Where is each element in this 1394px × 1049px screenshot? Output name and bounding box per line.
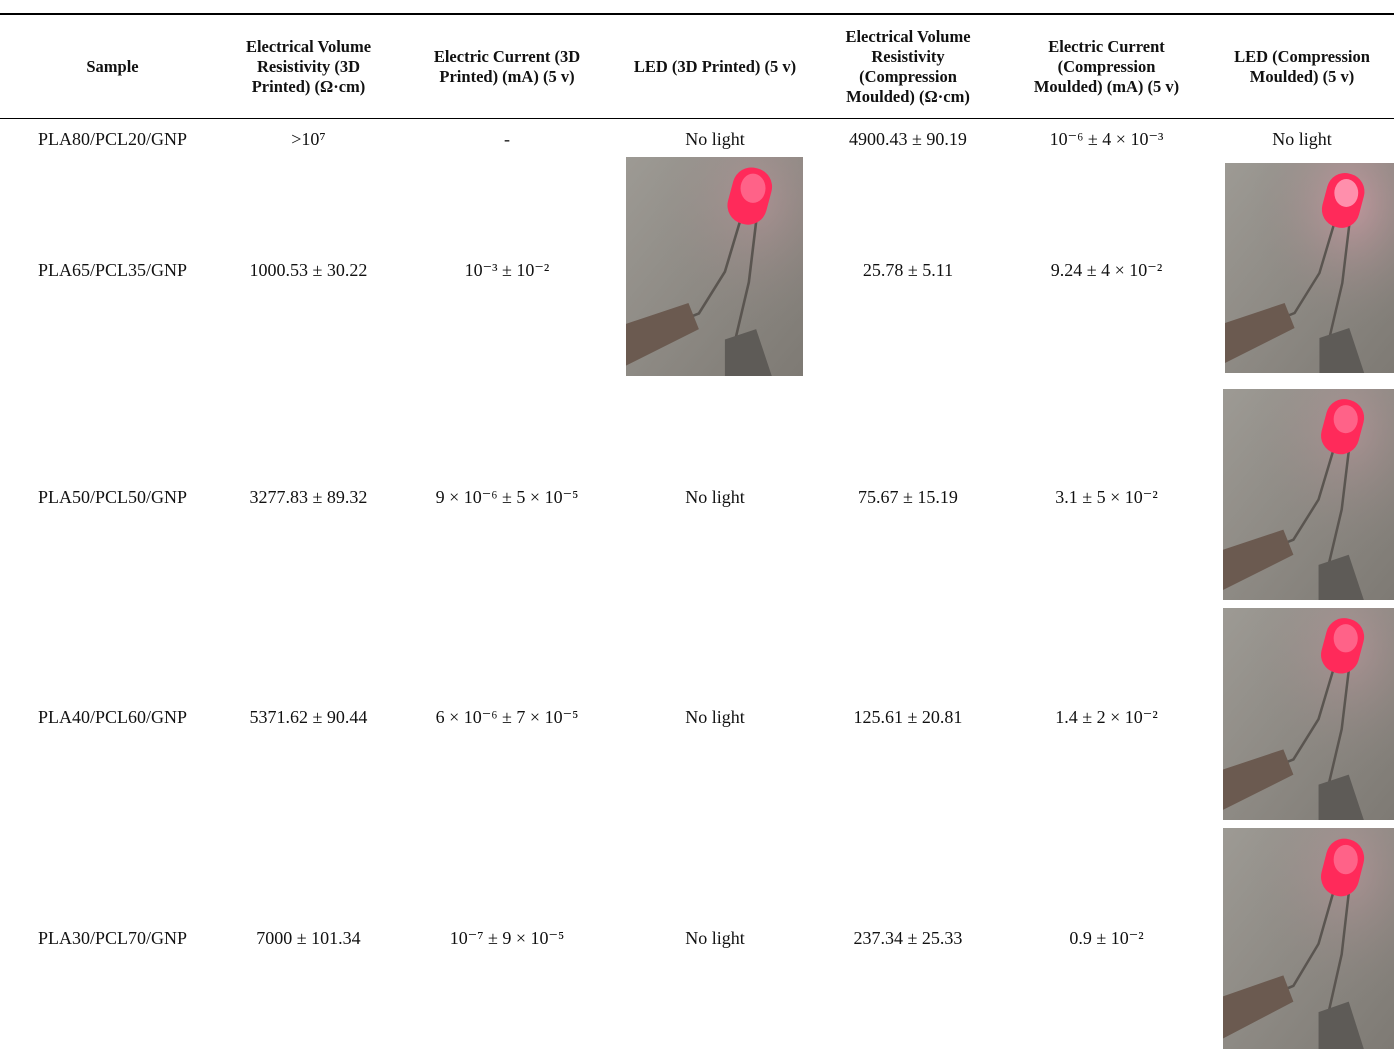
data-cell: 75.67 ± 15.19 (858, 486, 958, 507)
led-photo (1223, 608, 1394, 820)
data-cell: 4900.43 ± 90.19 (849, 128, 967, 149)
data-cell: 3.1 ± 5 × 10⁻² (1055, 486, 1158, 507)
data-cell: 1.4 ± 2 × 10⁻² (1055, 706, 1158, 727)
data-cell: 10⁻⁶ ± 4 × 10⁻³ (1049, 128, 1164, 149)
data-cell: - (504, 128, 510, 149)
header-cell: Sample (86, 57, 139, 76)
header-cell: Electric Current (Compression Moulded) (… (1033, 37, 1180, 96)
row-label: PLA30/PCL70/GNP (37, 927, 188, 948)
row-label: PLA80/PCL20/GNP (37, 128, 188, 149)
data-cell: No light (685, 706, 745, 727)
row-label: PLA65/PCL35/GNP (37, 259, 188, 280)
data-cell: No light (685, 128, 745, 149)
data-cell: 5371.62 ± 90.44 (249, 706, 368, 727)
row-label: PLA40/PCL60/GNP (37, 706, 188, 727)
header-rule (0, 118, 1394, 119)
led-photo (626, 157, 803, 376)
header-cell: Electric Current (3D Printed) (mA) (5 v) (433, 47, 581, 86)
data-cell: 25.78 ± 5.11 (862, 259, 954, 280)
data-cell: 9 × 10⁻⁶ ± 5 × 10⁻⁵ (435, 486, 579, 507)
led-photo (1223, 389, 1394, 600)
data-cell: 1000.53 ± 30.22 (249, 259, 368, 280)
data-cell: 125.61 ± 20.81 (853, 706, 963, 727)
data-cell: 7000 ± 101.34 (256, 927, 361, 948)
header-cell: Electrical Volume Resistivity (3D Printe… (245, 37, 372, 96)
data-cell: 10⁻⁷ ± 9 × 10⁻⁵ (449, 927, 565, 948)
row-label: PLA50/PCL50/GNP (37, 486, 188, 507)
data-cell: >10⁷ (291, 128, 326, 149)
top-rule (0, 13, 1394, 15)
data-cell: 9.24 ± 4 × 10⁻² (1050, 259, 1163, 280)
header-cell: LED (3D Printed) (5 v) (633, 57, 797, 76)
data-cell: 6 × 10⁻⁶ ± 7 × 10⁻⁵ (435, 706, 579, 727)
header-cell: LED (Compression Moulded) (5 v) (1234, 47, 1370, 86)
led-photo (1225, 163, 1394, 373)
data-cell: No light (685, 927, 745, 948)
data-cell: 237.34 ± 25.33 (853, 927, 963, 948)
data-cell: No light (1272, 128, 1332, 149)
data-cell: 3277.83 ± 89.32 (249, 486, 368, 507)
data-cell: No light (685, 486, 745, 507)
data-cell: 0.9 ± 10⁻² (1069, 927, 1144, 948)
header-cell: Electrical Volume Resistivity (Compressi… (845, 27, 971, 106)
data-cell: 10⁻³ ± 10⁻² (464, 259, 550, 280)
led-photo (1223, 828, 1394, 1049)
